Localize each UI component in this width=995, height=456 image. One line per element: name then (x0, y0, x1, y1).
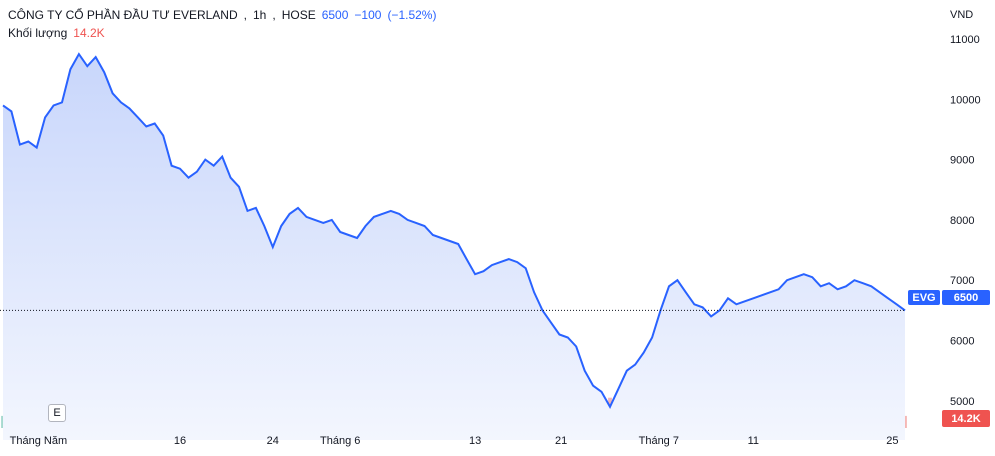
time-axis-tick-label: 25 (886, 435, 898, 447)
price-axis-tick-label: 7000 (950, 275, 974, 287)
earnings-event-badge[interactable]: E (48, 404, 66, 422)
price-axis-tick-label: 10000 (950, 94, 981, 106)
price-axis-tick-label: 5000 (950, 396, 974, 408)
symbol-price-badge: EVG 6500 (908, 290, 990, 305)
time-axis[interactable]: Tháng Năm 16 24 Tháng 6 13 21 Tháng 7 11 25 (10, 435, 899, 447)
price-badge-text: 6500 (954, 292, 978, 304)
chart-legend: CÔNG TY CỔ PHẦN ĐẦU TƯ EVERLAND, 1h, HOS… (8, 8, 437, 40)
price-axis[interactable]: 5000 6000 7000 8000 9000 10000 11000 (950, 34, 981, 408)
time-axis-tick-label: 16 (174, 435, 186, 447)
price-axis-tick-label: 9000 (950, 155, 974, 167)
volume-badge-text: 14.2K (951, 413, 980, 425)
time-axis-tick-label: 13 (469, 435, 481, 447)
price-change-percent: (−1.52%) (387, 8, 437, 22)
price-change: −100 (354, 8, 382, 22)
volume-label[interactable]: Khối lượng (8, 26, 68, 40)
price-axis-tick-label: 8000 (950, 215, 974, 227)
price-line (2, 52, 906, 409)
symbol-badge-text: EVG (912, 292, 935, 304)
volume-value-badge: 14.2K (942, 410, 990, 427)
time-axis-tick-label: 24 (267, 435, 279, 447)
last-price: 6500 (321, 8, 349, 22)
interval[interactable]: 1h (252, 8, 267, 22)
exchange: HOSE (281, 8, 316, 22)
price-axis-tick-label: 11000 (950, 34, 980, 46)
time-axis-tick-label: 21 (555, 435, 567, 447)
volume-value: 14.2K (73, 26, 105, 40)
symbol-name[interactable]: CÔNG TY CỔ PHẦN ĐẦU TƯ EVERLAND (8, 8, 238, 22)
time-axis-tick-label: Tháng 7 (639, 435, 679, 447)
price-area-fill (3, 54, 905, 440)
price-axis-tick-label: 6000 (950, 336, 974, 348)
currency-label: VND (950, 9, 974, 21)
time-axis-tick-label: Tháng 6 (320, 435, 360, 447)
time-axis-tick-label: Tháng Năm (10, 435, 67, 447)
time-axis-tick-label: 11 (748, 435, 759, 447)
